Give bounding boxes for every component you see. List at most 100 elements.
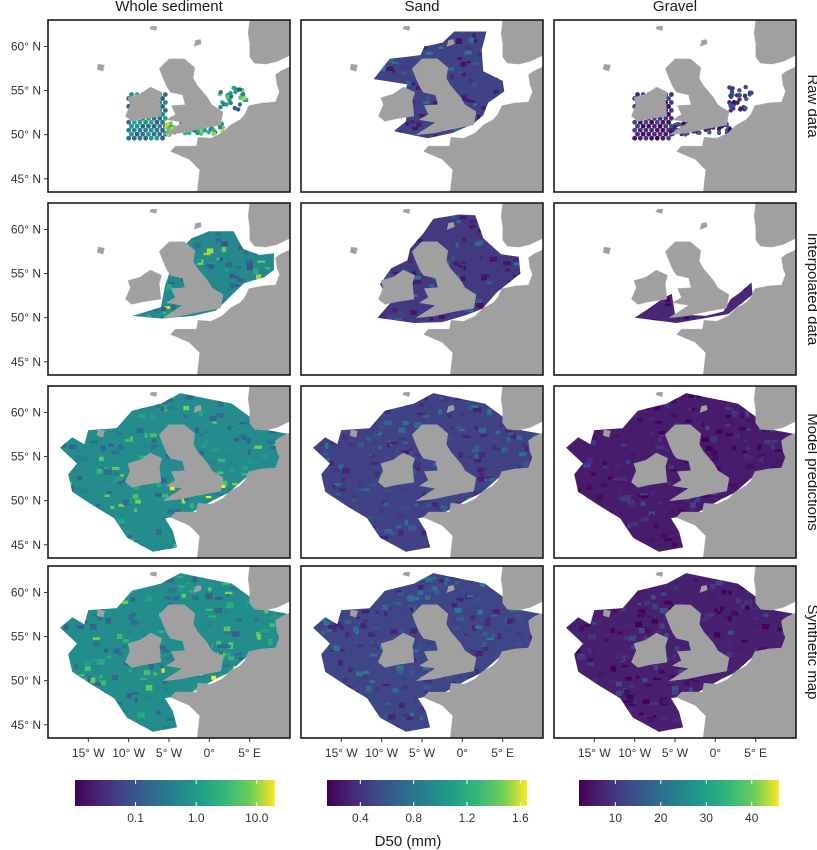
- sediment-cell: [469, 226, 473, 229]
- sediment-cell: [226, 602, 234, 609]
- sediment-cell: [396, 525, 402, 528]
- sediment-cell: [115, 476, 123, 483]
- sediment-cell: [238, 246, 244, 250]
- sediment-cell: [691, 408, 696, 411]
- land-norway: [753, 566, 796, 611]
- sediment-cell: [432, 502, 438, 507]
- sample-point: [663, 131, 669, 137]
- sediment-cell: [650, 513, 654, 519]
- sediment-cell: [670, 413, 678, 418]
- sample-point: [668, 115, 674, 121]
- sediment-cell: [757, 444, 762, 450]
- sample-point: [131, 127, 137, 133]
- sediment-cell: [375, 641, 379, 645]
- sediment-cell: [184, 495, 189, 502]
- sediment-cell: [217, 652, 225, 658]
- sediment-cell: [659, 607, 668, 614]
- sample-point: [738, 107, 743, 112]
- sediment-cell: [153, 672, 158, 676]
- sediment-cell: [694, 579, 699, 582]
- sediment-cell: [651, 619, 658, 624]
- sediment-cell: [494, 628, 499, 634]
- sediment-cell: [629, 453, 637, 457]
- sediment-cell: [208, 264, 215, 269]
- sediment-cell: [356, 616, 361, 619]
- sediment-cell: [416, 287, 422, 293]
- sediment-cell: [394, 601, 402, 606]
- land-rockall: [96, 246, 105, 255]
- sediment-cell: [123, 639, 129, 643]
- sediment-cell: [463, 265, 467, 271]
- sample-point: [743, 84, 748, 90]
- sediment-cell: [453, 261, 460, 266]
- sediment-cell: [180, 277, 185, 282]
- sediment-cell: [246, 437, 251, 444]
- sediment-cell: [430, 504, 435, 510]
- sediment-cell: [435, 589, 439, 595]
- sediment-cell: [225, 286, 232, 291]
- sediment-cell: [439, 396, 444, 400]
- sample-point: [632, 127, 638, 133]
- sediment-cell: [427, 669, 432, 674]
- sediment-cell: [658, 437, 662, 442]
- sediment-cell: [221, 246, 227, 253]
- sediment-cell: [397, 513, 404, 518]
- sediment-cell: [76, 486, 82, 490]
- sediment-cell: [224, 266, 229, 272]
- x-tick-label: 15° W: [325, 746, 358, 760]
- sediment-cell: [113, 479, 117, 485]
- sediment-cell: [642, 678, 648, 683]
- sediment-cell: [412, 275, 421, 280]
- sediment-cell: [699, 505, 704, 509]
- sediment-cell: [111, 450, 120, 455]
- land-norway: [500, 203, 543, 248]
- land-ireland: [378, 452, 415, 488]
- sediment-cell: [167, 406, 175, 410]
- sediment-cell: [413, 696, 417, 702]
- x-tick-label: 5° W: [662, 746, 689, 760]
- sediment-cell: [413, 100, 420, 106]
- sediment-cell: [456, 617, 464, 622]
- sediment-cell: [253, 268, 259, 275]
- sediment-cell: [671, 398, 677, 404]
- land-shetland-islands: [193, 222, 202, 230]
- sediment-cell: [493, 89, 499, 94]
- sediment-cell: [437, 409, 442, 415]
- sediment-cell: [169, 486, 175, 491]
- sediment-cell: [654, 730, 662, 732]
- sediment-cell: [99, 675, 103, 679]
- x-tick-label: 0°: [457, 746, 469, 760]
- sediment-cell: [472, 62, 479, 65]
- sample-point: [129, 131, 134, 137]
- sediment-cell: [126, 693, 132, 699]
- sediment-cell: [161, 668, 165, 673]
- sediment-cell: [644, 600, 650, 606]
- sediment-cell: [375, 431, 379, 434]
- sediment-cell: [763, 613, 769, 617]
- sediment-cell: [185, 584, 194, 590]
- sediment-cell: [325, 629, 333, 633]
- sediment-cell: [449, 425, 456, 430]
- sediment-cell: [479, 256, 483, 259]
- sediment-cell: [362, 619, 369, 623]
- sediment-cell: [648, 511, 655, 516]
- sediment-cell: [499, 421, 507, 428]
- sediment-cell: [425, 595, 431, 600]
- land-rockall: [602, 63, 611, 72]
- sediment-cell: [749, 449, 754, 455]
- sediment-cell: [134, 539, 140, 543]
- x-tick-label: 10° W: [365, 746, 398, 760]
- sediment-cell: [366, 437, 371, 441]
- sediment-cell: [190, 508, 196, 512]
- sample-point: [730, 86, 735, 91]
- sediment-cell: [397, 592, 404, 596]
- sediment-cell: [384, 457, 390, 460]
- sediment-cell: [205, 681, 209, 685]
- sediment-cell: [120, 474, 124, 477]
- sediment-cell: [163, 401, 168, 405]
- sample-point: [157, 115, 163, 121]
- sediment-cell: [465, 491, 469, 496]
- sediment-cell: [260, 629, 269, 633]
- sample-point: [657, 123, 663, 129]
- sediment-cell: [664, 633, 669, 639]
